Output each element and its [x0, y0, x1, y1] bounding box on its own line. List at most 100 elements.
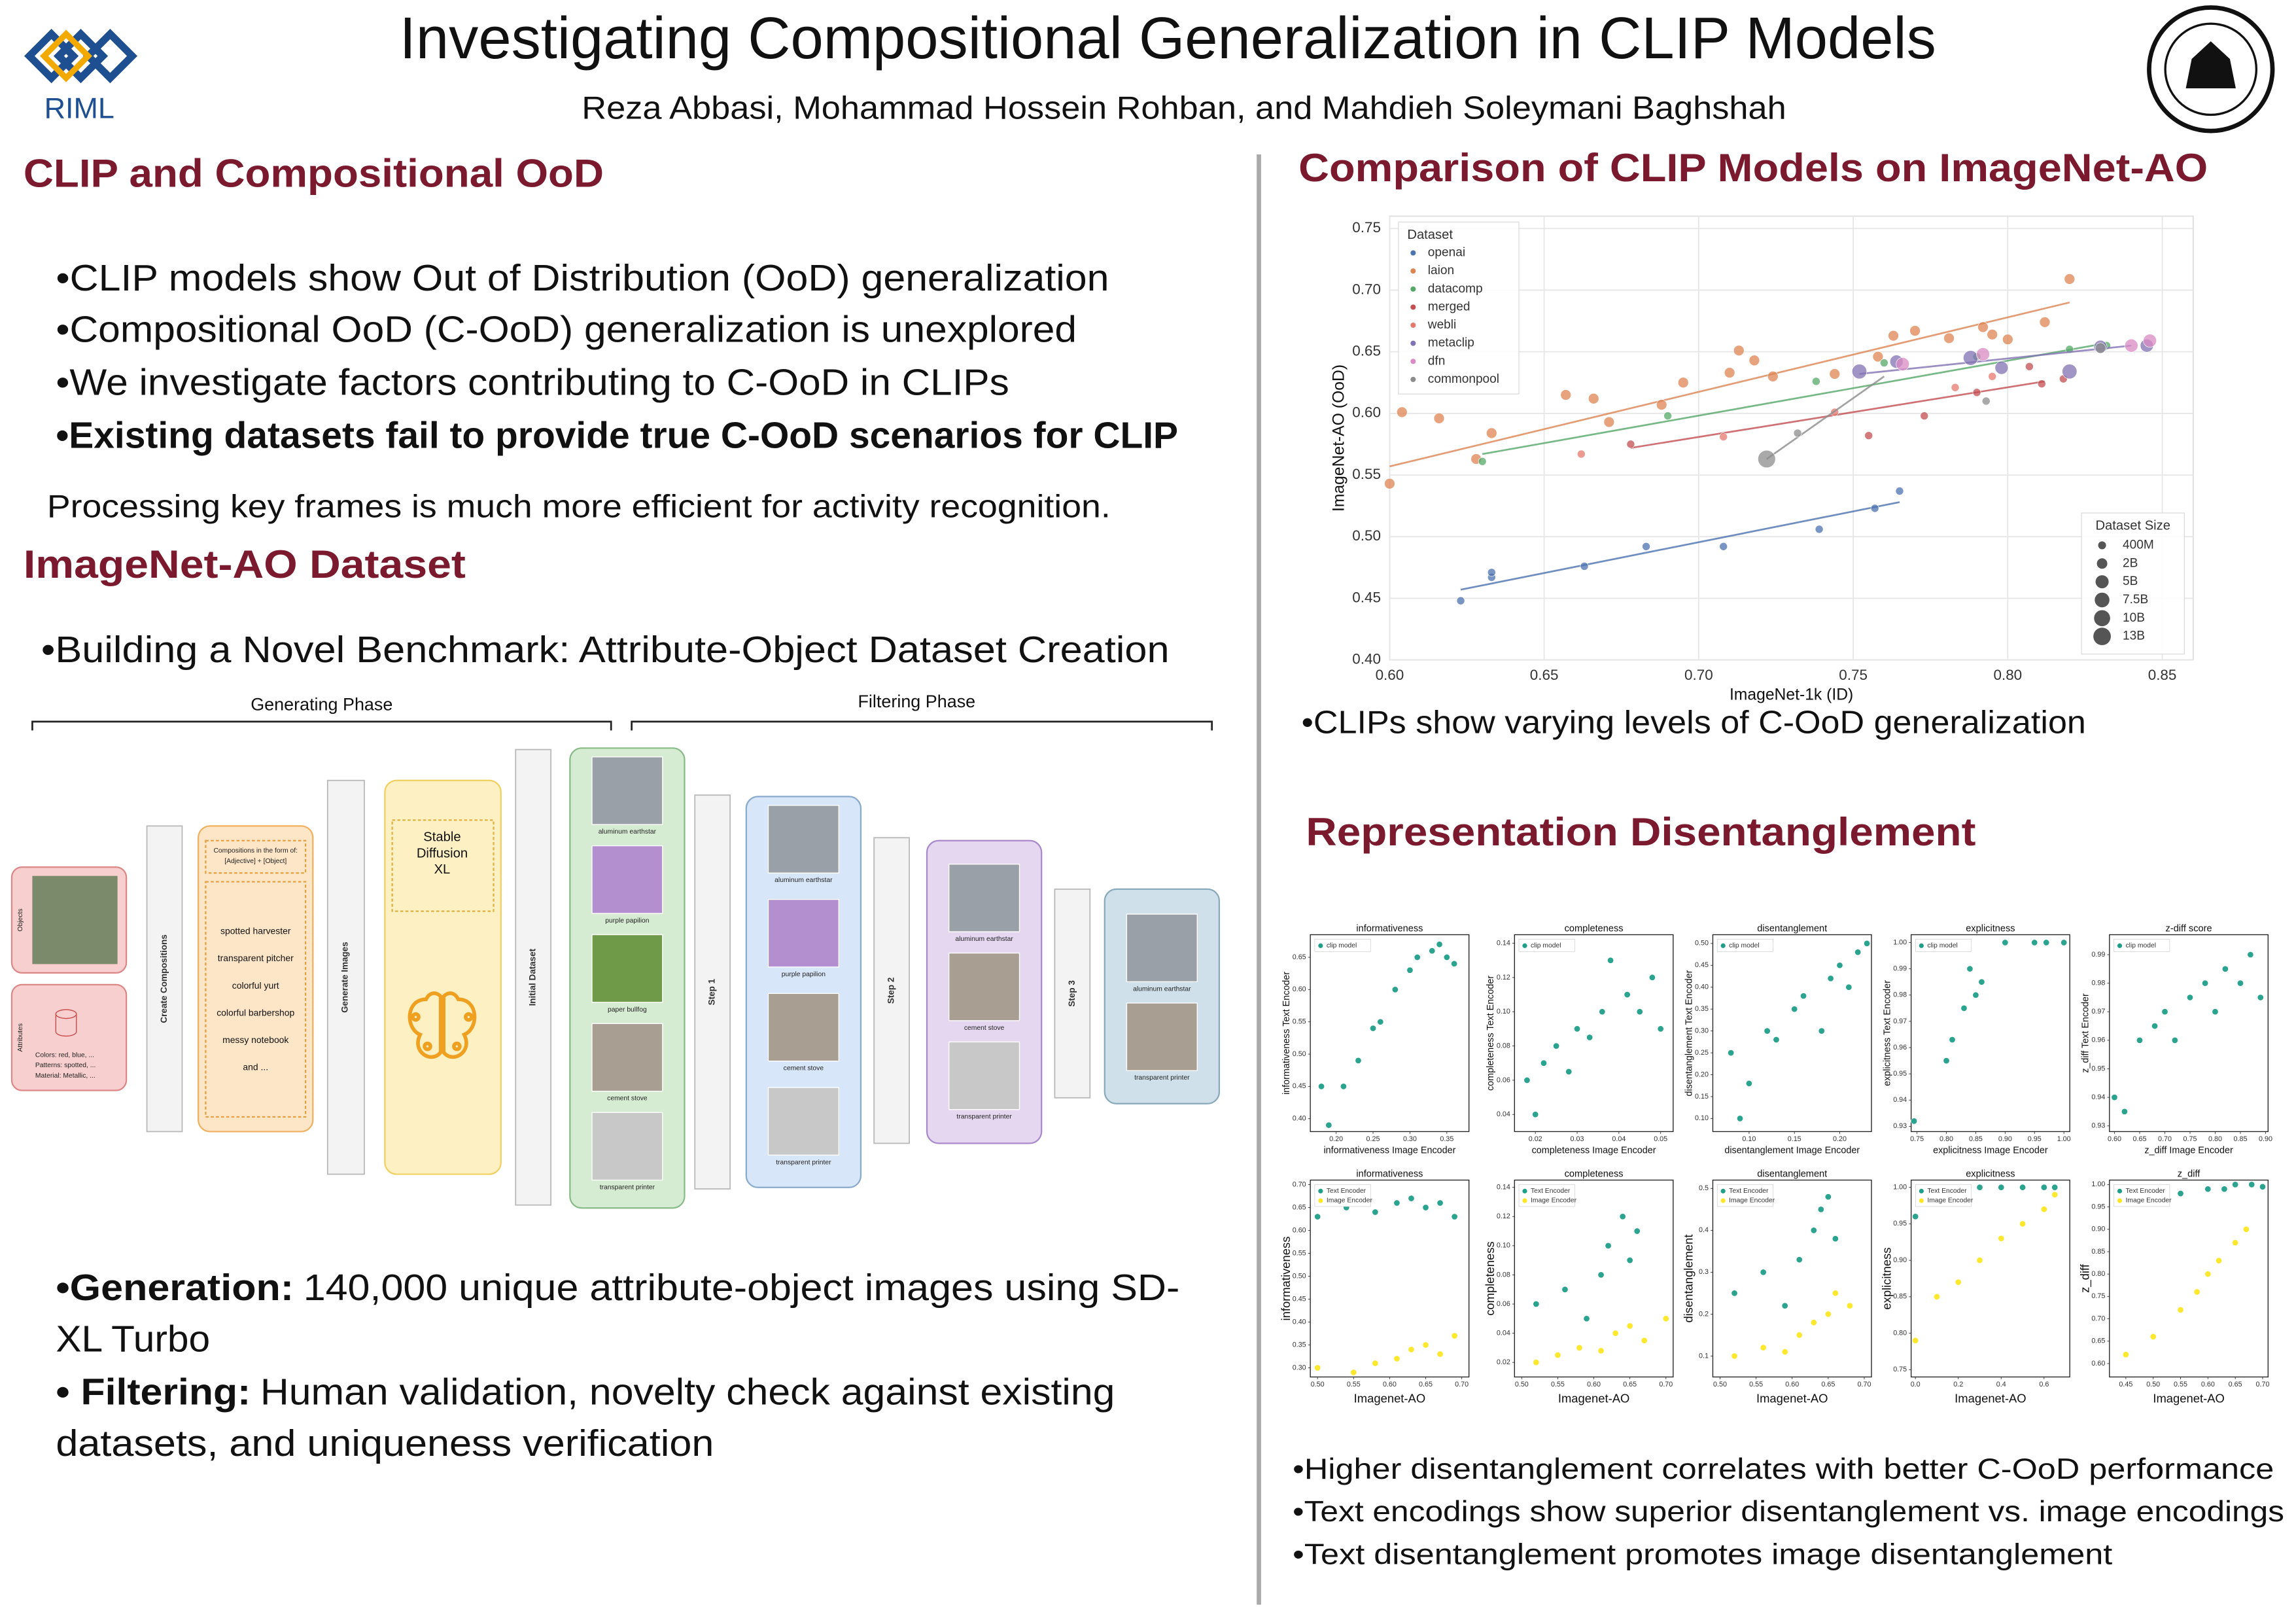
plot-area [1514, 934, 1674, 1133]
x-axis-label: Imagenet-AO [1354, 1391, 1425, 1405]
x-tick-label: 0.04 [1612, 1135, 1626, 1143]
point [1879, 359, 1888, 367]
point [1943, 332, 1955, 344]
point [2193, 1288, 2200, 1296]
y-tick-label: 0.97 [2091, 1008, 2105, 1015]
y-tick-label: 0.85 [2091, 1248, 2105, 1256]
image-thumbnail [591, 1112, 663, 1181]
point [2061, 939, 2068, 946]
x-axis-label: completeness Image Encoder [1532, 1145, 1656, 1156]
x-tick-label: 0.70 [1455, 1381, 1469, 1388]
y-tick-label: 0.95 [1893, 1220, 1907, 1227]
x-axis-label: Imagenet-AO [1955, 1391, 2026, 1405]
point [1773, 1036, 1780, 1044]
point [2122, 1351, 2129, 1358]
legend-box [2113, 1184, 2170, 1207]
point [2177, 1190, 2184, 1197]
point [1597, 1271, 1605, 1279]
y-tick-label: 0.94 [2091, 1093, 2105, 1101]
point [1909, 325, 1921, 336]
point [2216, 1257, 2223, 1264]
point [1372, 1209, 1379, 1216]
legend-marker [1318, 1188, 1323, 1193]
attributes-box [10, 983, 128, 1091]
point [1731, 1352, 1738, 1360]
point [1767, 370, 1779, 382]
y-tick-label: 0.75 [1352, 219, 1381, 236]
point [1624, 991, 1631, 998]
point [1895, 487, 1904, 495]
y-tick-label: 0.96 [2091, 1036, 2105, 1044]
image-thumbnail [767, 993, 839, 1062]
point [1355, 1057, 1362, 1064]
y-tick-label: 0.90 [1893, 1256, 1907, 1264]
point [1605, 1242, 1612, 1249]
point [2031, 939, 2038, 946]
point [1626, 440, 1635, 449]
legend-marker [1410, 268, 1416, 274]
point [1817, 1206, 1824, 1213]
y-tick-label: 0.10 [1695, 1114, 1709, 1122]
plot-area [2109, 934, 2269, 1133]
y-tick-label: 0.60 [1293, 1226, 1306, 1234]
point [1977, 321, 1989, 333]
point [1573, 1025, 1581, 1033]
x-tick-label: 0.35 [1440, 1135, 1453, 1143]
legend-label: merged [1428, 300, 1470, 313]
point [1966, 965, 1974, 972]
point [1436, 1350, 1444, 1358]
box-label: Attributes [17, 1023, 24, 1052]
point [1554, 1351, 1561, 1359]
point [1586, 1034, 1593, 1041]
plot-area [1514, 1179, 1674, 1378]
point [1656, 399, 1667, 410]
x-tick-label: 0.55 [2174, 1381, 2187, 1388]
ai-icon [408, 991, 477, 1059]
y-tick-label: 0.55 [1293, 1249, 1306, 1257]
point [1800, 993, 1807, 1000]
image-thumbnail [1126, 913, 1198, 983]
point [1911, 1118, 1918, 1125]
point [2221, 1186, 2228, 1193]
y-tick-label: 0.93 [2091, 1122, 2105, 1130]
y-tick-label: 0.50 [1293, 1272, 1306, 1280]
image-columns: aluminum earthstar purple papilion paper b… [591, 756, 1198, 1192]
point [1561, 1286, 1569, 1293]
form-text: [Adjective] + [Object] [224, 858, 287, 865]
logo-text: RIML [44, 92, 114, 125]
image-thumbnail [591, 756, 663, 825]
y-tick-label: 0.14 [1497, 1184, 1510, 1192]
x-axis-label: disentanglement Image Encoder [1724, 1145, 1860, 1156]
y-tick-label: 0.70 [2091, 1315, 2105, 1322]
point [1597, 1347, 1605, 1354]
point [1724, 367, 1735, 378]
objects-image [32, 875, 118, 964]
point [1796, 1332, 1803, 1339]
chart-title: informativeness [1356, 1169, 1423, 1179]
point [1314, 1213, 1321, 1220]
legend-label: Image Encoder [1531, 1197, 1577, 1205]
point [1422, 1341, 1429, 1349]
y-tick-label: 0.04 [1497, 1329, 1510, 1337]
image-caption: transparent printer [600, 1184, 655, 1192]
legend-marker [1410, 322, 1416, 328]
point [1565, 1068, 1573, 1075]
composition: and ... [243, 1061, 268, 1072]
y-tick-label: 1.00 [2091, 1180, 2105, 1188]
point [1943, 1057, 1950, 1065]
y-axis-label: informativeness [1279, 1237, 1293, 1321]
point [2212, 1008, 2219, 1015]
point [1920, 412, 1929, 420]
x-tick-label: 0.65 [1623, 1381, 1637, 1388]
x-axis-label: Imagenet-AO [2153, 1391, 2224, 1405]
chart-title: z-diff score [2166, 923, 2212, 934]
y-tick-label: 0.20 [1695, 1070, 1709, 1078]
attribute-item: Material: Metallic, ... [35, 1072, 96, 1080]
model-box [384, 779, 502, 1175]
image-caption: aluminum earthstar [599, 828, 657, 836]
point [1845, 983, 1852, 991]
bullet: •Compositional OoD (C-OoD) generalizatio… [56, 309, 1077, 350]
legend-label: clip model [2126, 942, 2157, 949]
image-thumbnail [767, 1087, 839, 1156]
